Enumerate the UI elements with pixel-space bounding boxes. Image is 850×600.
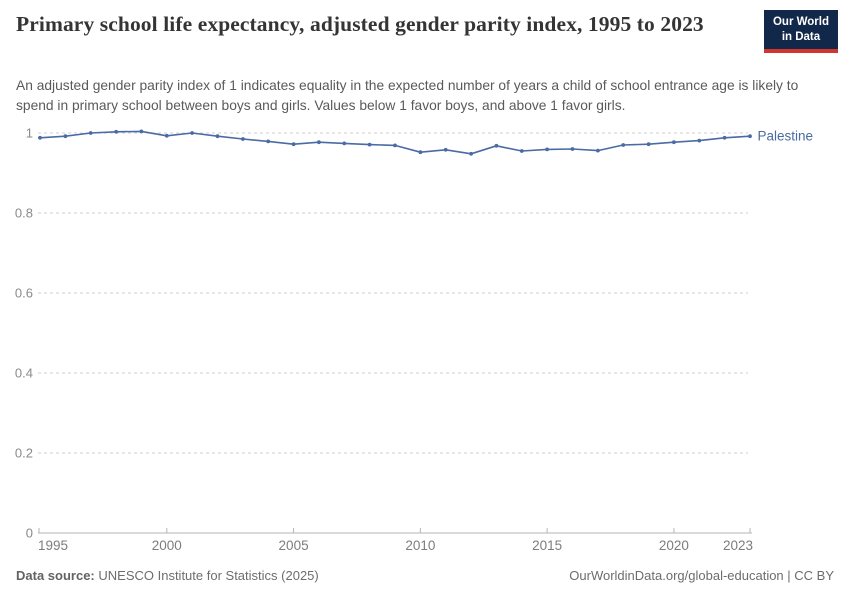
- chart-footer: Data source: UNESCO Institute for Statis…: [0, 568, 850, 583]
- x-tick-label: 2020: [659, 538, 689, 553]
- chart-subtitle: An adjusted gender parity index of 1 ind…: [16, 78, 799, 113]
- data-point[interactable]: [519, 149, 524, 153]
- data-point[interactable]: [469, 151, 473, 156]
- data-point[interactable]: [697, 138, 702, 143]
- x-tick-label: 2023: [723, 538, 753, 553]
- data-point[interactable]: [418, 150, 423, 155]
- data-point[interactable]: [190, 131, 195, 135]
- data-point[interactable]: [596, 148, 600, 153]
- data-point[interactable]: [164, 133, 169, 138]
- y-tick-label: 0.8: [15, 206, 33, 221]
- y-tick-label: 0: [26, 526, 33, 541]
- data-point[interactable]: [748, 134, 752, 139]
- data-point[interactable]: [291, 142, 296, 147]
- data-point[interactable]: [367, 142, 372, 147]
- data-point[interactable]: [621, 143, 626, 147]
- data-point[interactable]: [139, 129, 144, 134]
- owid-logo[interactable]: Our World in Data: [763, 10, 838, 53]
- series-end-label[interactable]: Palestine: [758, 129, 814, 144]
- attribution-link[interactable]: OurWorldinData.org/global-education | CC…: [569, 568, 834, 583]
- y-tick-label: 0.4: [15, 366, 33, 381]
- data-point[interactable]: [646, 142, 651, 147]
- data-point[interactable]: [570, 147, 575, 151]
- series-line[interactable]: [39, 130, 751, 155]
- data-point[interactable]: [494, 143, 499, 148]
- data-source-text: UNESCO Institute for Statistics (2025): [98, 568, 319, 583]
- page-title: Primary school life expectancy, adjusted…: [16, 12, 704, 36]
- data-point[interactable]: [722, 135, 727, 140]
- data-point[interactable]: [241, 137, 245, 141]
- x-tick-label: 2000: [152, 538, 182, 553]
- y-tick-label: 1: [26, 126, 33, 141]
- x-tick-label: 2005: [279, 538, 309, 553]
- data-source: Data source: UNESCO Institute for Statis…: [16, 568, 319, 583]
- data-point[interactable]: [88, 131, 93, 135]
- data-point[interactable]: [672, 140, 676, 145]
- data-point[interactable]: [114, 129, 118, 134]
- data-point[interactable]: [393, 143, 397, 148]
- data-point[interactable]: [63, 134, 68, 139]
- owid-logo-line1: Our World: [772, 16, 829, 28]
- y-tick-label: 0.6: [15, 286, 33, 301]
- data-source-label: Data source:: [16, 568, 95, 583]
- owid-logo-line2: in Data: [781, 30, 821, 43]
- data-point[interactable]: [342, 141, 347, 146]
- data-point[interactable]: [545, 147, 549, 152]
- data-point[interactable]: [266, 139, 271, 144]
- x-tick-label: 1995: [38, 538, 68, 553]
- y-tick-label: 0.2: [15, 446, 33, 461]
- data-point[interactable]: [317, 140, 321, 145]
- x-tick-label: 2015: [532, 538, 562, 553]
- data-point[interactable]: [38, 135, 42, 140]
- data-point[interactable]: [215, 134, 220, 139]
- data-point[interactable]: [443, 147, 448, 152]
- x-tick-label: 2010: [405, 538, 435, 553]
